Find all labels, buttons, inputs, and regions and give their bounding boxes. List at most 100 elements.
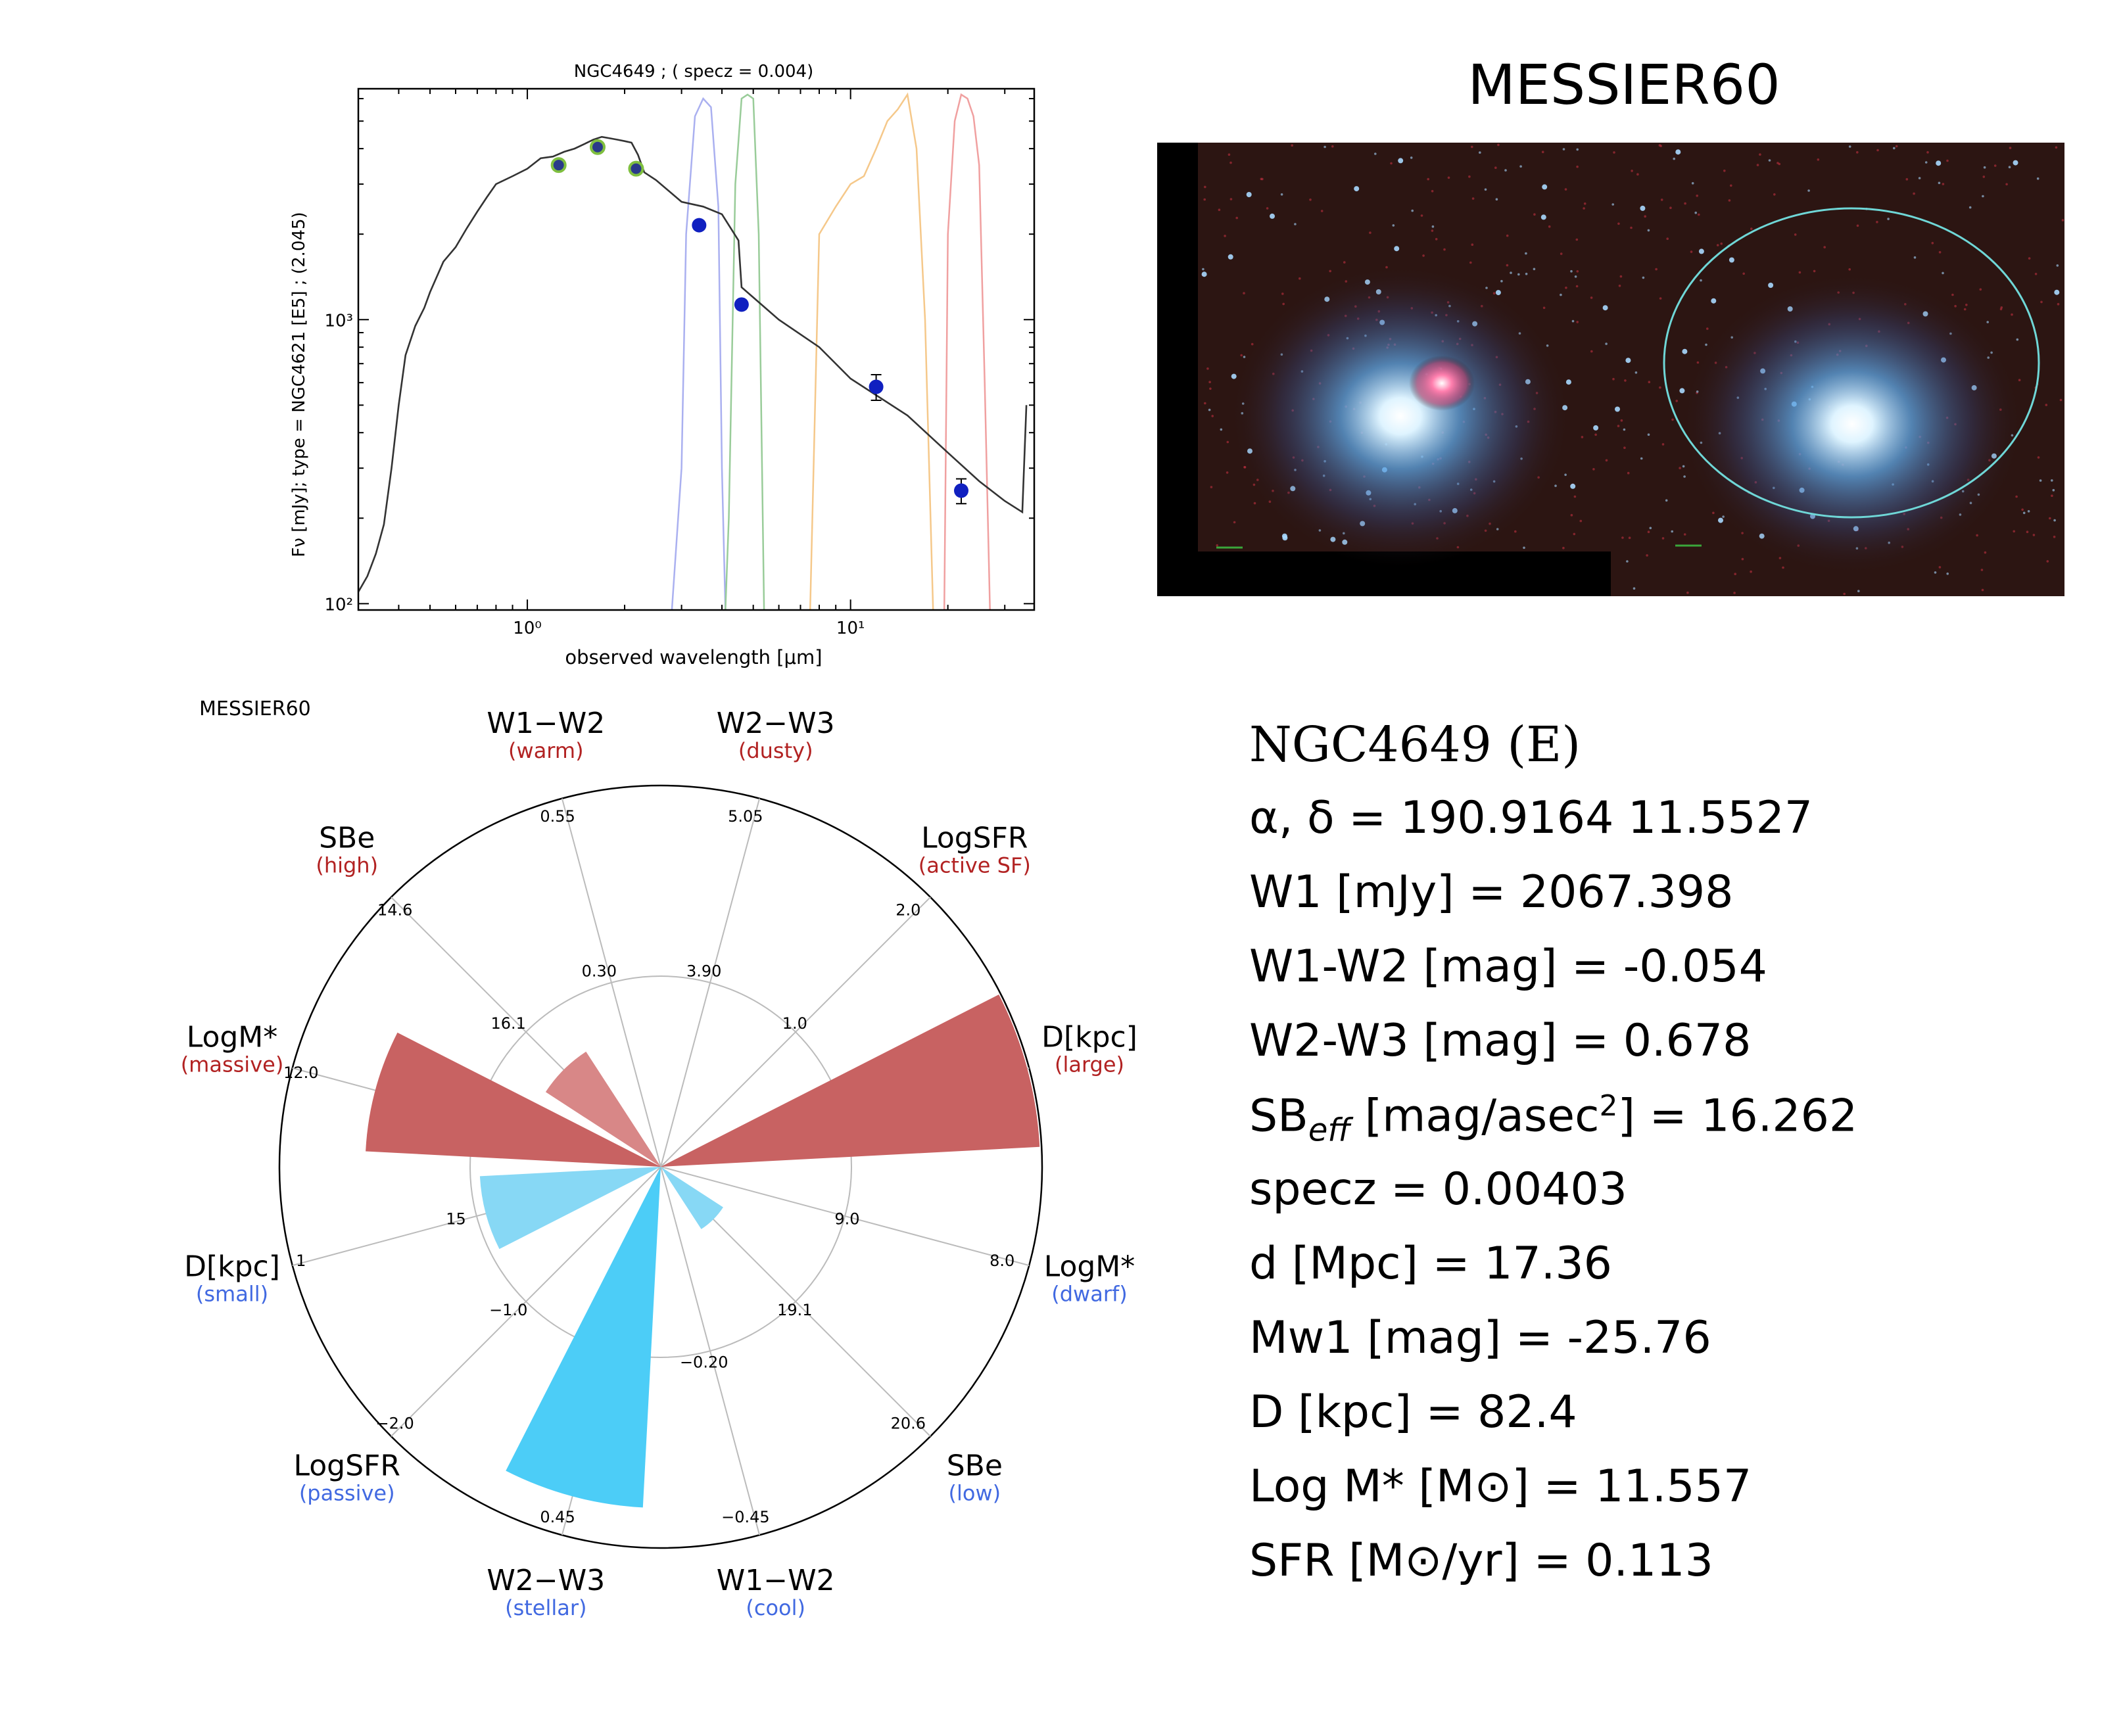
polar-spoke [660, 798, 761, 1167]
star-dot [1773, 193, 1776, 196]
star-dot [1613, 151, 1615, 154]
star-dot [1628, 536, 1631, 539]
star-dot [1905, 177, 1909, 181]
star-dot [1675, 149, 1681, 155]
star-dot [2057, 302, 2060, 306]
polar-outer-tick-label: 5.05 [728, 807, 763, 826]
star-dot [1686, 591, 1689, 594]
polar-axis-descriptor: (warm) [508, 738, 584, 763]
polar-axis-name: SBe [319, 822, 375, 855]
star-dot [1619, 275, 1623, 278]
star-dot [2021, 508, 2024, 511]
star-dot [1576, 165, 1579, 168]
star-dot [1320, 210, 1324, 212]
polar-outer-tick-label: 1 [296, 1252, 306, 1270]
info-sb-sup: 2 [1599, 1089, 1618, 1123]
star-dot [1533, 268, 1536, 271]
star-dot [1570, 483, 1576, 489]
star-dot [2039, 479, 2042, 482]
star-dot [1620, 419, 1623, 422]
star-dot [1471, 197, 1475, 200]
star-dot [1617, 425, 1620, 427]
polar-axis-descriptor: (massive) [181, 1052, 284, 1077]
star-dot [1525, 252, 1527, 255]
star-dot [1576, 270, 1579, 273]
polar-spoke [660, 1166, 761, 1536]
star-dot [1679, 388, 1685, 394]
star-dot [1621, 536, 1624, 539]
polar-outer-tick-label: 2.0 [895, 901, 920, 920]
star-dot [1942, 183, 1945, 185]
star-dot [1605, 459, 1608, 462]
star-dot [1733, 592, 1736, 594]
polar-title: MESSIER60 [199, 697, 311, 720]
star-dot [1931, 242, 1934, 245]
polar-svg: MESSIER60 0.300.55W1−W2(warm)3.905.05W2−… [181, 697, 1137, 1620]
star-dot [1398, 158, 1404, 164]
star-dot [1299, 277, 1301, 280]
polar-spoke [660, 897, 931, 1167]
star-dot [1201, 271, 1207, 277]
star-dot [1514, 530, 1517, 533]
star-dot [1723, 170, 1726, 172]
star-dot [1431, 190, 1434, 193]
polar-outer-tick-label: 20.6 [891, 1414, 926, 1432]
star-dot [1630, 226, 1633, 229]
star-dot [1963, 308, 1967, 311]
star-dot [2022, 511, 2026, 515]
star-dot [1848, 268, 1851, 271]
star-dot [1986, 321, 1989, 323]
star-dot [1631, 170, 1633, 172]
polar-inner-tick-label: 1.0 [782, 1014, 807, 1033]
star-dot [2034, 273, 2038, 275]
star-dot [1711, 298, 1717, 304]
star-dot [1506, 234, 1509, 237]
star-dot [1813, 270, 1816, 273]
star-dot [2055, 146, 2058, 149]
star-dot [2052, 488, 2055, 492]
star-dot [1590, 350, 1593, 353]
info-sb-post: ] = 16.262 [1617, 1090, 1858, 1142]
sed-title: NGC4649 ; ( specz = 0.004) [574, 62, 814, 82]
star-dot [1392, 224, 1395, 227]
star-dot [1533, 213, 1536, 216]
polar-inner-tick-label: 3.90 [686, 962, 721, 980]
star-dot [1211, 415, 1214, 417]
star-dot [1698, 248, 1704, 254]
polar-spoke [391, 1166, 661, 1437]
star-dot [1541, 151, 1544, 153]
star-dot [1548, 225, 1551, 228]
y-tick-label: 10³ [324, 311, 353, 331]
polar-outer-tick-label: −0.45 [721, 1508, 770, 1526]
star-dot [2013, 160, 2018, 166]
star-dot [1583, 207, 1585, 210]
polar-axis-name: SBe [947, 1449, 1003, 1482]
star-dot [1495, 198, 1498, 200]
star-dot [2013, 530, 2015, 533]
star-dot [1982, 195, 1984, 198]
star-dot [1266, 207, 1269, 210]
star-dot [1420, 214, 1423, 217]
star-dot [1979, 288, 1982, 291]
polar-axis-name: W1−W2 [487, 707, 605, 740]
polar-axis-name: D[kpc] [184, 1250, 280, 1284]
star-dot [1554, 484, 1557, 487]
template-spectrum-line [357, 135, 1028, 593]
star-dot [1431, 229, 1434, 232]
star-dot [1684, 202, 1686, 205]
star-dot [1669, 206, 1672, 209]
star-dot [2027, 510, 2030, 513]
polar-inner-tick-label: 19.1 [777, 1301, 812, 1319]
star-dot [1946, 573, 1949, 575]
star-dot [1517, 273, 1520, 276]
star-dot [1343, 261, 1346, 264]
star-dot [2032, 534, 2036, 536]
star-dot [1640, 457, 1643, 460]
star-dot [1562, 148, 1565, 151]
star-dot [2036, 177, 2040, 180]
star-dot [1690, 250, 1693, 253]
star-dot [1648, 381, 1651, 383]
star-dot [2009, 147, 2012, 149]
star-dot [1777, 162, 1779, 164]
star-dot [2040, 300, 2043, 304]
